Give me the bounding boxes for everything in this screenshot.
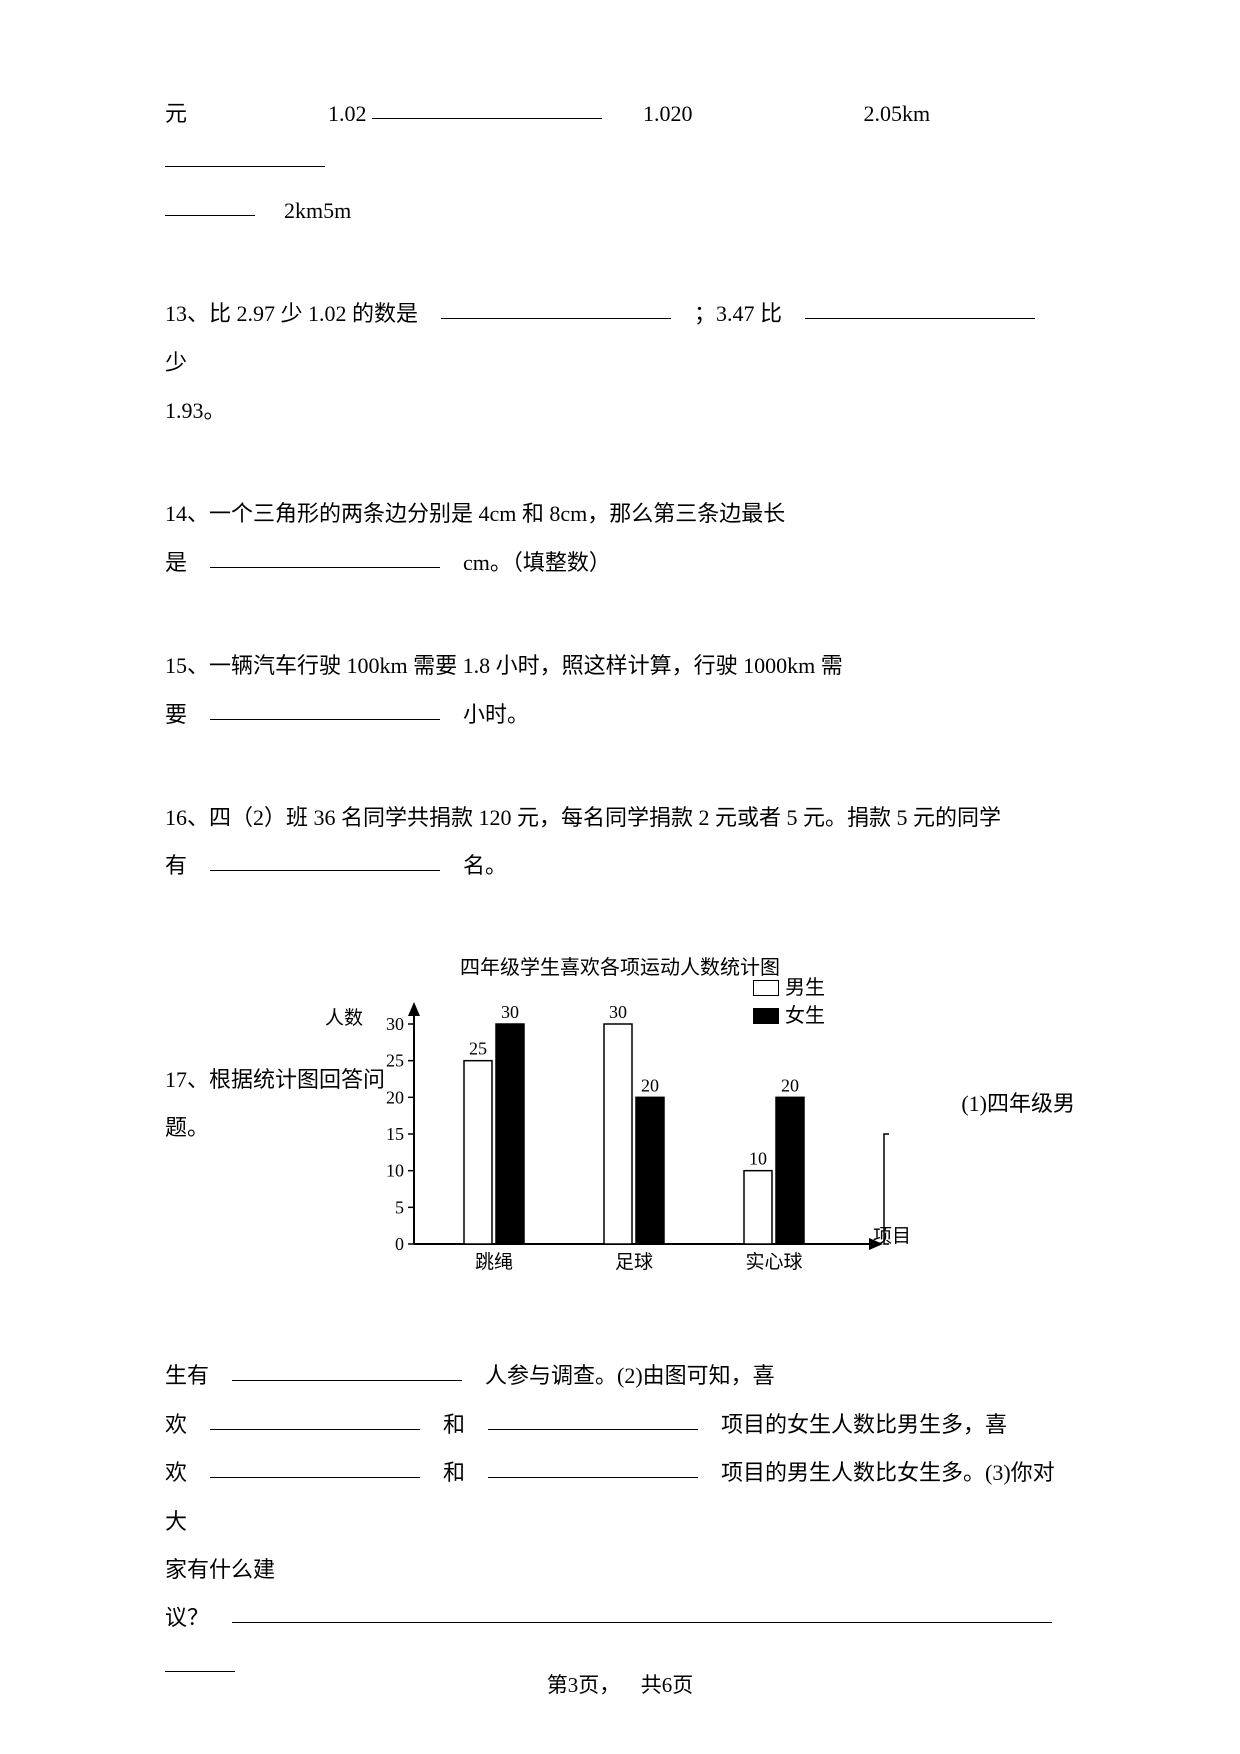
blank bbox=[441, 293, 671, 319]
legend-box-boy bbox=[753, 980, 779, 996]
text: 第 bbox=[547, 1673, 568, 1697]
legend-girl: 女生 bbox=[753, 1002, 825, 1030]
q17-line3: 欢 和 项目的男生人数比女生多。(3)你对大 bbox=[165, 1449, 1075, 1546]
q13-t2: ；3.47 比 bbox=[694, 301, 782, 326]
svg-text:15: 15 bbox=[386, 1124, 404, 1144]
svg-text:25: 25 bbox=[386, 1050, 404, 1070]
text: 生有 bbox=[165, 1363, 209, 1388]
svg-text:跳绳: 跳绳 bbox=[475, 1251, 513, 1273]
q15-t3: 小时。 bbox=[463, 702, 529, 727]
q15-t2: 要 bbox=[165, 702, 187, 727]
legend-box-girl bbox=[753, 1008, 779, 1024]
blank bbox=[165, 141, 325, 167]
blank bbox=[210, 1403, 420, 1429]
q16-t3: 名。 bbox=[463, 853, 507, 878]
svg-text:10: 10 bbox=[749, 1148, 767, 1168]
q12-prefix: 元 bbox=[165, 101, 187, 126]
text: 项目的女生人数比男生多，喜 bbox=[721, 1412, 1007, 1437]
blank bbox=[232, 1355, 462, 1381]
q14-t1: 14、一个三角形的两条边分别是 4cm 和 8cm，那么第三条边最长 bbox=[165, 501, 785, 526]
text: 页， bbox=[578, 1673, 620, 1697]
question-12: 元 1.02 1.020 2.05km 2km5m bbox=[165, 90, 1075, 235]
svg-text:30: 30 bbox=[609, 1002, 627, 1022]
svg-text:5: 5 bbox=[395, 1197, 404, 1217]
q17-line1: 生有 人参与调查。(2)由图可知，喜 bbox=[165, 1352, 1075, 1400]
blank bbox=[210, 693, 440, 719]
blank bbox=[165, 189, 255, 215]
legend-boy: 男生 bbox=[753, 974, 825, 1002]
q13-t1: 13、比 2.97 少 1.02 的数是 bbox=[165, 301, 418, 326]
q17-line2: 欢 和 项目的女生人数比男生多，喜 bbox=[165, 1401, 1075, 1449]
total-pages: 6 bbox=[662, 1673, 673, 1697]
question-16: 16、四（2）班 36 名同学共捐款 120 元，每名同学捐款 2 元或者 5 … bbox=[165, 794, 1075, 891]
blank bbox=[488, 1452, 698, 1478]
question-17: 四年级学生喜欢各项运动人数统计图 男生 女生 人数 0 5 10 15 20 25 30 25… bbox=[165, 946, 1075, 1692]
chart-xlabel: 项目 bbox=[873, 1216, 911, 1258]
q17-right: (1)四年级男 bbox=[961, 1091, 1075, 1116]
blank bbox=[210, 541, 440, 567]
text: 议？ bbox=[165, 1605, 209, 1630]
svg-text:实心球: 实心球 bbox=[746, 1251, 803, 1273]
chart-ylabel: 人数 bbox=[325, 998, 363, 1284]
q14-t3: cm。（填整数） bbox=[463, 550, 611, 575]
question-13: 13、比 2.97 少 1.02 的数是 ；3.47 比 少 1.93。 bbox=[165, 290, 1075, 435]
blank bbox=[232, 1597, 1052, 1623]
question-15: 15、一辆汽车行驶 100km 需要 1.8 小时，照这样计算，行驶 1000k… bbox=[165, 642, 1075, 739]
q16-t1: 16、四（2）班 36 名同学共捐款 120 元，每名同学捐款 2 元或者 5 … bbox=[165, 805, 1001, 830]
question-14: 14、一个三角形的两条边分别是 4cm 和 8cm，那么第三条边最长 是 cm。… bbox=[165, 490, 1075, 587]
svg-text:20: 20 bbox=[641, 1075, 659, 1095]
svg-text:20: 20 bbox=[781, 1075, 799, 1095]
chart-title: 四年级学生喜欢各项运动人数统计图 bbox=[325, 946, 915, 990]
svg-text:30: 30 bbox=[386, 1014, 404, 1034]
text: 家有什么建 bbox=[165, 1557, 275, 1582]
q14-t2: 是 bbox=[165, 550, 187, 575]
text: 和 bbox=[443, 1460, 465, 1485]
svg-text:20: 20 bbox=[386, 1087, 404, 1107]
text: 共 bbox=[641, 1673, 662, 1697]
svg-text:25: 25 bbox=[469, 1038, 487, 1058]
chart-legend: 男生 女生 bbox=[753, 974, 825, 1030]
text: 和 bbox=[443, 1412, 465, 1437]
blank bbox=[488, 1403, 698, 1429]
text: 人参与调查。(2)由图可知，喜 bbox=[485, 1363, 775, 1388]
text: 欢 bbox=[165, 1460, 187, 1485]
svg-text:10: 10 bbox=[386, 1160, 404, 1180]
q15-t1: 15、一辆汽车行驶 100km 需要 1.8 小时，照这样计算，行驶 1000k… bbox=[165, 653, 843, 678]
svg-text:足球: 足球 bbox=[615, 1251, 653, 1273]
q12-a: 1.02 bbox=[328, 101, 367, 126]
blank bbox=[210, 845, 440, 871]
blank bbox=[210, 1452, 420, 1478]
chart-svg: 0510152025302530跳绳3020足球1020实心球1525游泳 bbox=[369, 994, 889, 1284]
bar-chart: 四年级学生喜欢各项运动人数统计图 男生 女生 人数 0 5 10 15 20 25 30 25… bbox=[325, 946, 915, 1284]
svg-text:0: 0 bbox=[395, 1234, 404, 1254]
text: 欢 bbox=[165, 1412, 187, 1437]
page-footer: 第3页， 共6页 bbox=[0, 1662, 1240, 1708]
q12-d: 2km5m bbox=[284, 198, 351, 223]
svg-text:30: 30 bbox=[501, 1002, 519, 1022]
q13-t3: 少 bbox=[165, 350, 187, 375]
blank bbox=[372, 93, 602, 119]
blank bbox=[805, 293, 1035, 319]
text: 页 bbox=[672, 1673, 693, 1697]
q12-c: 2.05km bbox=[864, 101, 931, 126]
q13-t4: 1.93。 bbox=[165, 398, 226, 423]
legend-girl-label: 女生 bbox=[785, 1002, 825, 1030]
q16-t2: 有 bbox=[165, 853, 187, 878]
legend-boy-label: 男生 bbox=[785, 974, 825, 1002]
page-number: 3 bbox=[568, 1673, 579, 1697]
q17-line5: 议？ bbox=[165, 1594, 1075, 1642]
q17-line4: 家有什么建 bbox=[165, 1546, 1075, 1594]
q12-b: 1.020 bbox=[643, 101, 693, 126]
